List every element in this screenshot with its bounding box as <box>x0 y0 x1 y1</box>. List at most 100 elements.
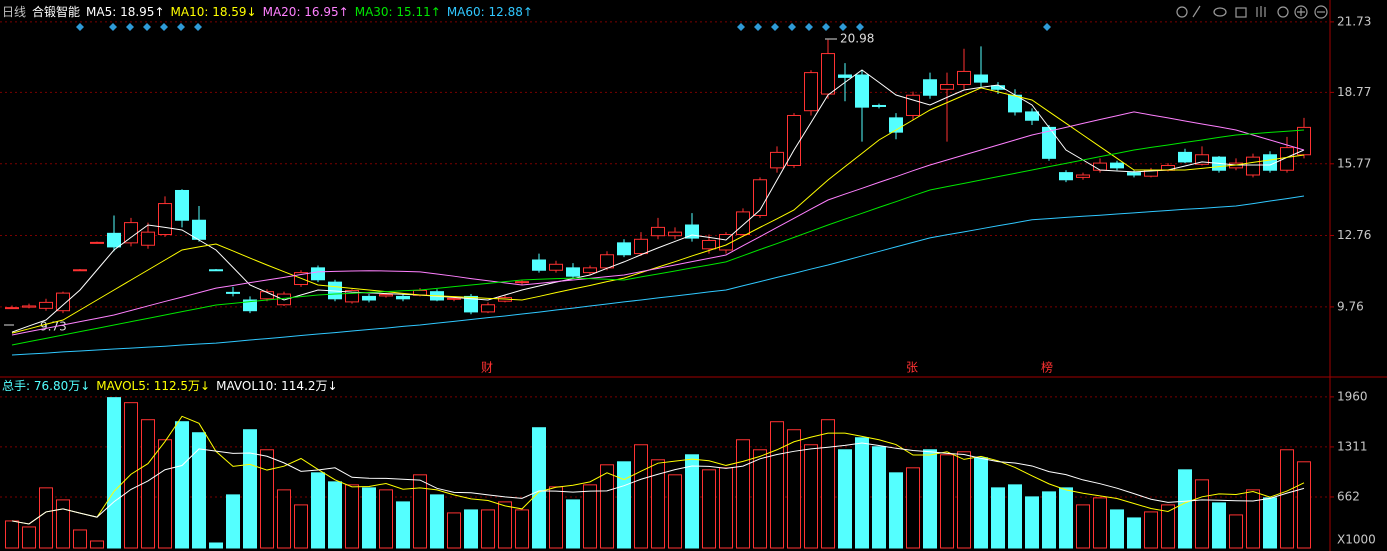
candle-body <box>1059 172 1073 181</box>
candle-body <box>583 267 597 274</box>
volume-bar <box>583 484 597 549</box>
candle-body <box>1093 162 1107 171</box>
candle-body <box>124 222 138 244</box>
candle-body <box>685 224 699 239</box>
volume-bar <box>787 429 801 549</box>
candle-body <box>1110 162 1124 169</box>
candle-body <box>481 304 495 313</box>
candle-body <box>634 238 648 255</box>
candle-body <box>515 281 529 284</box>
volume-bar <box>345 484 359 549</box>
volume-bar <box>1093 497 1107 549</box>
volume-bar <box>5 520 19 549</box>
volume-bar <box>1178 469 1192 549</box>
volume-bar <box>532 427 546 549</box>
candle-body <box>651 226 665 237</box>
volume-bar <box>923 449 937 549</box>
candle-body <box>141 231 155 246</box>
candle-body <box>1178 151 1192 163</box>
candle-body <box>532 259 546 271</box>
line-series <box>11 69 1305 333</box>
candle-body <box>396 295 410 300</box>
line-series <box>11 415 1305 525</box>
candle-body <box>447 297 461 300</box>
candle-body <box>855 74 869 108</box>
volume-bar <box>1263 497 1277 549</box>
volume-bar <box>1059 487 1073 549</box>
candle-body <box>838 74 852 78</box>
high-annotation: 20.98 <box>840 32 874 46</box>
event-annotation: 财 <box>481 361 493 375</box>
candle-body <box>311 267 325 281</box>
volume-bar <box>56 499 70 549</box>
volume-bar <box>549 486 563 549</box>
volume-bar <box>991 487 1005 549</box>
line-series <box>11 442 1305 525</box>
legend-entry: MAVOL5: 112.5万↓ <box>96 379 210 393</box>
candle-body <box>770 151 784 169</box>
candle-body <box>362 295 376 301</box>
candle-body <box>1127 172 1141 176</box>
volume-bar <box>702 469 716 549</box>
y-tick-label: 12.76 <box>1337 228 1371 242</box>
volume-bar <box>498 501 512 549</box>
volume-bar <box>226 494 240 549</box>
y-tick-label: 15.77 <box>1337 156 1371 170</box>
candle-body <box>974 74 988 83</box>
volume-bar <box>1161 504 1175 549</box>
line-series <box>11 87 1305 334</box>
volume-bar <box>770 421 784 549</box>
candle-body <box>39 301 53 309</box>
candle-body <box>1076 174 1090 178</box>
volume-bar <box>107 397 121 549</box>
volume-bar <box>328 481 342 549</box>
volume-bar <box>311 472 325 549</box>
line-series <box>11 111 1305 336</box>
volume-bar <box>1025 496 1039 549</box>
volume-bar <box>124 402 138 549</box>
volume-bar <box>906 467 920 549</box>
volume-bar <box>464 509 478 549</box>
y-tick-label: 21.73 <box>1337 14 1371 28</box>
candle-body <box>702 239 716 250</box>
volume-bar <box>889 472 903 549</box>
volume-bar <box>379 489 393 549</box>
candle-body <box>617 242 631 256</box>
candle-body <box>73 269 87 272</box>
candle-body <box>243 299 257 312</box>
candle-body <box>821 53 835 95</box>
candle-body <box>940 84 954 90</box>
volume-bar <box>1195 479 1209 549</box>
volume-bar <box>1144 511 1158 549</box>
stock-name: 合锻智能 <box>32 4 80 19</box>
toolbar[interactable] <box>1176 5 1328 19</box>
volume-bar <box>1229 514 1243 549</box>
volume-bar <box>1076 504 1090 549</box>
volume-bar <box>209 542 223 549</box>
volume-bar <box>396 501 410 549</box>
volume-bar <box>1246 489 1260 549</box>
candle-body <box>549 263 563 271</box>
candle-body <box>906 94 920 116</box>
volume-bar <box>1280 449 1294 549</box>
candle-body <box>175 189 189 221</box>
legend-entry: 总手: 76.80万↓ <box>2 379 90 393</box>
candle-body <box>464 295 478 313</box>
candle-body <box>379 294 393 297</box>
volume-bar <box>634 444 648 549</box>
volume-bar <box>175 421 189 549</box>
line-series <box>11 129 1305 346</box>
volume-bar <box>430 494 444 549</box>
volume-bar <box>804 444 818 549</box>
candle-body <box>345 289 359 303</box>
volume-bar <box>243 429 257 549</box>
legend-entry: MA30: 15.11↑ <box>355 5 441 19</box>
volume-bar <box>651 459 665 549</box>
volume-bar <box>617 461 631 549</box>
line-series <box>11 195 1305 356</box>
legend-entry: MA10: 18.59↓ <box>171 5 257 19</box>
volume-bar <box>872 446 886 549</box>
candle-body <box>209 269 223 272</box>
volume-bar <box>566 499 580 549</box>
